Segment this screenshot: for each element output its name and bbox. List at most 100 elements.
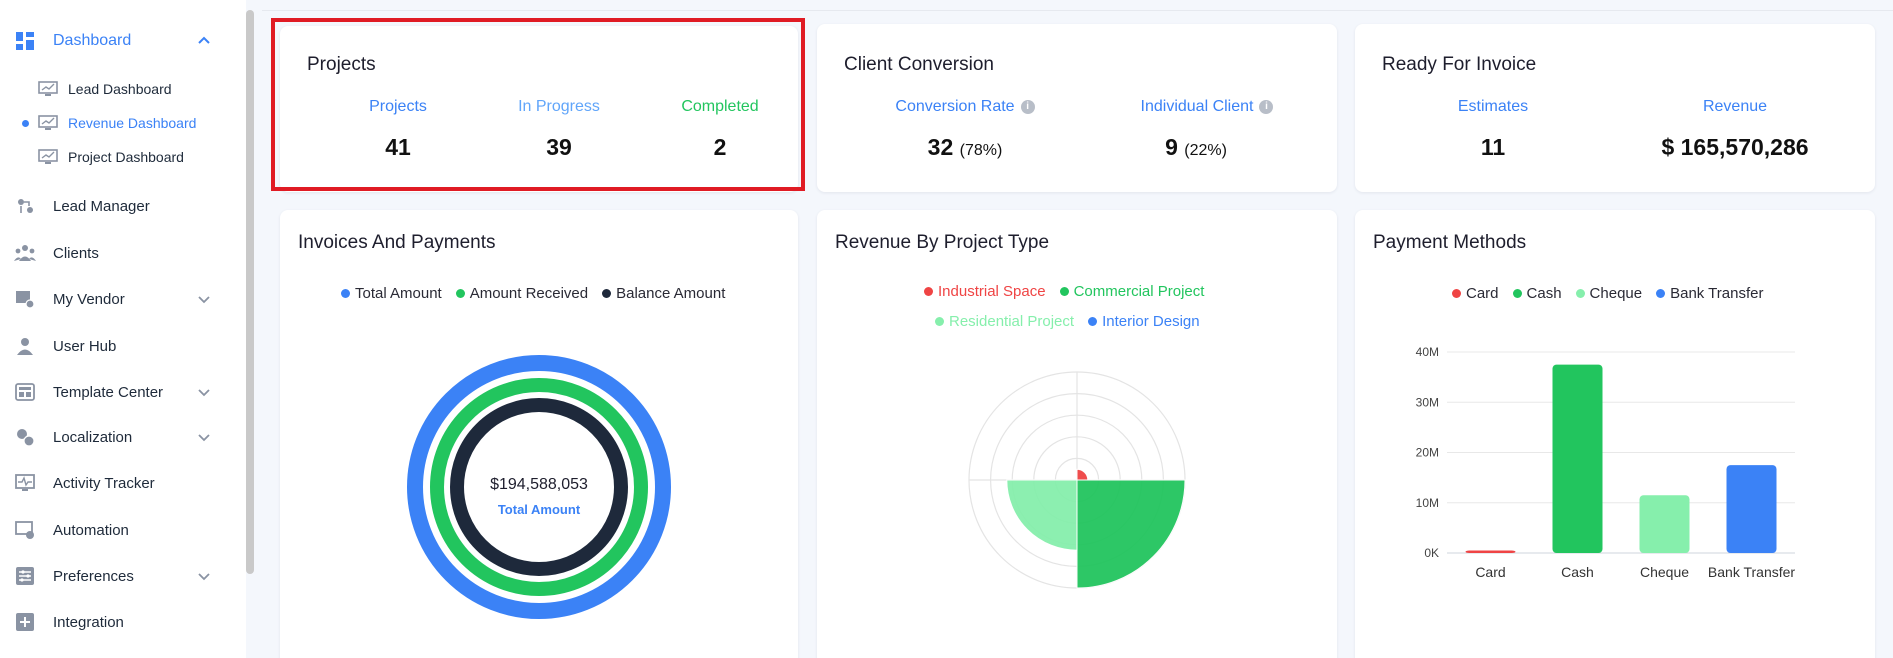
sidebar-item-user-hub[interactable]: User Hub <box>0 328 246 364</box>
bar-bank-transfer[interactable] <box>1726 465 1777 553</box>
x-tick-label: Cash <box>1561 564 1594 580</box>
clients-icon <box>14 242 36 264</box>
sidebar-item-label: Dashboard <box>53 32 132 49</box>
chevron-down-icon[interactable] <box>196 568 212 584</box>
localization-icon <box>14 426 36 448</box>
info-icon[interactable]: i <box>1020 99 1035 114</box>
ring-amount-received[interactable] <box>430 378 648 596</box>
polar-sector-commercial-project[interactable] <box>1076 479 1186 589</box>
sidebar-item-label: Automation <box>53 521 129 539</box>
legend-item-card[interactable]: Card <box>1452 285 1499 302</box>
sidebar-item-label: User Hub <box>53 337 117 355</box>
stat-label-projects: Projects <box>369 98 427 115</box>
legend-item-residential-project[interactable]: Residential Project <box>935 313 1074 330</box>
projects-card: Projects Projects In Progress Completed … <box>280 26 798 192</box>
bar-cash[interactable] <box>1552 364 1603 553</box>
legend-item-bank-transfer[interactable]: Bank Transfer <box>1656 285 1763 302</box>
legend-item-commercial-project[interactable]: Commercial Project <box>1059 283 1204 300</box>
sub-item-project-dashboard[interactable]: Project Dashboard <box>0 142 246 172</box>
chevron-down-icon[interactable] <box>196 291 212 307</box>
legend-item-industrial-space[interactable]: Industrial Space <box>924 283 1046 300</box>
client-conversion-card: Client Conversion Conversion Rate i Indiv… <box>817 24 1337 192</box>
invoices-payments-card: Invoices And Payments Total Amount Amoun… <box>280 210 798 658</box>
sidebar-item-label: Localization <box>53 428 133 446</box>
sidebar-item-preferences[interactable]: Preferences <box>0 558 246 594</box>
y-tick-label: 40M <box>1416 345 1439 359</box>
payment-methods-bar-chart: 0K 10M 20M 30M 40M Card Cash Cheque Bank Transfe… <box>1416 345 1796 580</box>
stat-label-completed: Completed <box>681 98 759 115</box>
sidebar-item-template-center[interactable]: Template Center <box>0 374 246 410</box>
sidebar-item-label: Lead Manager <box>53 197 150 215</box>
activity-icon <box>14 472 36 494</box>
sidebar-item-label: Integration <box>53 613 124 631</box>
stat-value-in-progress: 39 <box>546 134 572 160</box>
automation-icon <box>14 519 36 541</box>
stat-value-estimates: 11 <box>1480 134 1506 160</box>
sub-item-label: Project Dashboard <box>68 149 184 165</box>
card-title: Invoices And Payments <box>298 232 496 253</box>
monitor-chart-icon <box>38 148 58 166</box>
stat-value-conversion-rate: 32 (78%) <box>927 134 1003 160</box>
card-title: Projects <box>307 54 376 75</box>
sidebar-item-label: Activity Tracker <box>53 474 155 492</box>
stat-value-individual-client: 9 (22%) <box>1165 134 1227 160</box>
bar-cheque[interactable] <box>1639 495 1690 553</box>
legend-item-cheque[interactable]: Cheque <box>1575 285 1642 302</box>
sidebar-item-label: My Vendor <box>53 290 125 308</box>
sidebar-item-integration[interactable]: Integration <box>0 604 246 640</box>
polar-sector-residential-project[interactable] <box>1006 479 1078 551</box>
bar-card[interactable] <box>1465 550 1516 553</box>
chevron-up-icon[interactable] <box>196 33 212 49</box>
card-title: Client Conversion <box>844 54 994 75</box>
ring-total-amount[interactable] <box>407 355 671 619</box>
y-tick-label: 20M <box>1416 446 1439 460</box>
stat-label-revenue: Revenue <box>1702 98 1768 115</box>
card-title: Revenue By Project Type <box>835 232 1050 253</box>
stat-value-completed: 2 <box>713 134 727 160</box>
chart-legend: Card Cash Cheque Bank Transfer <box>1452 285 1763 302</box>
sub-item-label: Lead Dashboard <box>68 81 172 97</box>
stat-label-individual-client: Individual Client i <box>1102 98 1312 116</box>
card-title: Payment Methods <box>1373 232 1527 253</box>
monitor-chart-icon <box>38 80 58 98</box>
x-tick-label: Card <box>1475 564 1505 580</box>
stat-value-revenue: $ 165,570,286 <box>1661 134 1809 160</box>
sidebar-scrollbar[interactable] <box>246 10 254 574</box>
legend-item-amount-received[interactable]: Amount Received <box>455 285 588 302</box>
lead-manager-icon <box>14 195 36 217</box>
sidebar-item-label: Clients <box>53 244 99 262</box>
sidebar-item-localization[interactable]: Localization <box>0 419 246 455</box>
legend-item-total-amount[interactable]: Total Amount <box>341 285 442 302</box>
chart-legend: Total Amount Amount Received Balance Amo… <box>341 285 725 302</box>
stat-label-estimates: Estimates <box>1457 98 1529 115</box>
sub-item-lead-dashboard[interactable]: Lead Dashboard <box>0 74 246 104</box>
legend-item-interior-design[interactable]: Interior Design <box>1088 313 1200 330</box>
header-divider <box>262 10 1893 11</box>
sidebar-item-label: Preferences <box>53 567 134 585</box>
polar-sector-industrial-space[interactable] <box>1076 468 1089 481</box>
sidebar-item-label: Template Center <box>53 383 164 401</box>
center-label: Total Amount <box>498 502 581 517</box>
vendor-icon <box>14 288 36 310</box>
sidebar-item-activity-tracker[interactable]: Activity Tracker <box>0 465 246 501</box>
legend-item-balance-amount[interactable]: Balance Amount <box>602 285 725 302</box>
sidebar-item-my-vendor[interactable]: My Vendor <box>0 281 246 317</box>
legend-item-cash[interactable]: Cash <box>1512 285 1562 302</box>
info-icon[interactable]: i <box>1259 99 1274 114</box>
sub-item-revenue-dashboard[interactable]: Revenue Dashboard <box>0 108 246 138</box>
chevron-down-icon[interactable] <box>196 384 212 400</box>
stat-label-conversion-rate: Conversion Rate i <box>860 98 1070 116</box>
sidebar-item-clients[interactable]: Clients <box>0 235 246 271</box>
y-tick-label: 0K <box>1424 546 1439 560</box>
chart-legend: Industrial Space Commercial Project <box>924 283 1204 300</box>
card-title: Ready For Invoice <box>1382 54 1537 75</box>
revenue-by-project-type-card: Revenue By Project Type Industrial Space… <box>817 210 1337 658</box>
sidebar-item-lead-manager[interactable]: Lead Manager <box>0 188 246 224</box>
active-dot <box>22 119 29 127</box>
chevron-down-icon[interactable] <box>196 429 212 445</box>
monitor-chart-icon <box>38 114 58 132</box>
sidebar-item-dashboard[interactable]: Dashboard <box>0 23 246 59</box>
ready-for-invoice-card: Ready For Invoice Estimates Revenue 11 $… <box>1355 24 1875 192</box>
sidebar-item-automation[interactable]: Automation <box>0 512 246 548</box>
ring-balance-amount[interactable] <box>450 398 628 576</box>
